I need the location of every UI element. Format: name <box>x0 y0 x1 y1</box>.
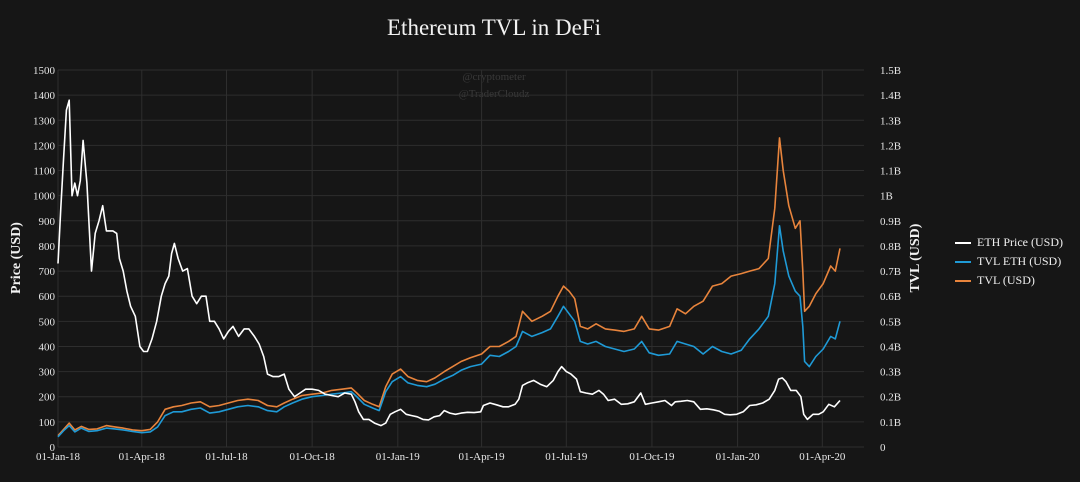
x-tick-label: 01-Jan-20 <box>716 451 760 463</box>
watermark-1: @cryptometer <box>462 71 526 83</box>
chart-title: Ethereum TVL in DeFi <box>387 15 601 40</box>
x-tick-label: 01-Oct-19 <box>629 451 675 463</box>
y2-tick-label: 0.7B <box>880 266 901 278</box>
legend-item-eth-price[interactable]: ETH Price (USD) <box>955 233 1063 252</box>
series-line-tvl-usd <box>57 137 841 437</box>
y-tick-label: 300 <box>39 367 56 379</box>
y-tick-label: 500 <box>39 316 56 328</box>
y-tick-label: 1500 <box>33 65 56 77</box>
y-tick-label: 700 <box>39 266 56 278</box>
y-tick-label: 200 <box>39 392 56 404</box>
x-tick-label: 01-Apr-19 <box>458 451 505 463</box>
watermark-2: @TraderCloudz <box>459 88 530 100</box>
y-tick-label: 1200 <box>33 140 56 152</box>
legend[interactable]: ETH Price (USD) TVL ETH (USD) TVL (USD) <box>955 233 1063 290</box>
y-tick-label: 800 <box>39 241 56 253</box>
y-tick-label: 100 <box>39 417 56 429</box>
y2-tick-label: 0.8B <box>880 241 901 253</box>
y-tick-label: 1300 <box>33 115 56 127</box>
x-axis-ticks: 01-Jan-18 01-Apr-18 01-Jul-18 01-Oct-18 01-J… <box>36 451 846 463</box>
y2-tick-label: 1.2B <box>880 140 901 152</box>
grid <box>57 69 864 448</box>
y2-tick-label: 0.2B <box>880 392 901 404</box>
legend-item-tvl[interactable]: TVL (USD) <box>955 271 1063 290</box>
x-tick-label: 01-Jul-18 <box>205 451 248 463</box>
x-tick-label: 01-Jan-18 <box>36 451 80 463</box>
y2-tick-label: 1.4B <box>880 90 901 102</box>
y2-axis-ticks: 0 0.1B 0.2B 0.3B 0.4B 0.5B 0.6B 0.7B 0.8B 0.9B 1B 1… <box>880 65 901 454</box>
y-tick-label: 1100 <box>33 166 55 178</box>
y2-tick-label: 1.5B <box>880 65 901 77</box>
legend-label-tvl-eth: TVL ETH (USD) <box>977 254 1062 268</box>
y-tick-label: 400 <box>39 341 56 353</box>
series-line-eth-price-usd <box>57 99 841 427</box>
legend-label-tvl: TVL (USD) <box>977 273 1035 287</box>
x-tick-label: 01-Apr-18 <box>119 451 166 463</box>
x-tick-label: 01-Jan-19 <box>376 451 420 463</box>
x-tick-label: 01-Jul-19 <box>545 451 588 463</box>
y-tick-label: 600 <box>39 291 56 303</box>
y2-tick-label: 0.9B <box>880 216 901 228</box>
y2-tick-label: 0.3B <box>880 367 901 379</box>
legend-item-tvl-eth[interactable]: TVL ETH (USD) <box>955 252 1063 271</box>
y2-axis-label: TVL (USD) <box>908 223 923 292</box>
series-line-tvl-eth-usd <box>57 225 841 438</box>
series-lines <box>57 99 841 438</box>
y2-tick-label: 0.1B <box>880 417 901 429</box>
y2-tick-label: 1.1B <box>880 166 901 178</box>
y2-tick-label: 0 <box>880 442 886 454</box>
x-tick-label: 01-Oct-18 <box>290 451 336 463</box>
y2-tick-label: 0.4B <box>880 341 901 353</box>
y-tick-label: 1000 <box>33 191 56 203</box>
y-axis-ticks: 0 100 200 300 400 500 600 700 800 900 1000 1100 1200… <box>33 65 56 454</box>
y2-tick-label: 0.5B <box>880 316 901 328</box>
legend-swatch-tvl <box>955 279 971 282</box>
y-tick-label: 1400 <box>33 90 56 102</box>
y-tick-label: 0 <box>50 442 56 454</box>
legend-label-eth-price: ETH Price (USD) <box>977 235 1063 249</box>
y-axis-label: Price (USD) <box>9 222 24 294</box>
x-tick-label: 01-Apr-20 <box>799 451 846 463</box>
legend-swatch-eth-price <box>955 241 971 244</box>
y-tick-label: 900 <box>39 216 56 228</box>
legend-swatch-tvl-eth <box>955 260 971 263</box>
y2-tick-label: 1.3B <box>880 115 901 127</box>
y2-tick-label: 0.6B <box>880 291 901 303</box>
y2-tick-label: 1B <box>880 191 893 203</box>
